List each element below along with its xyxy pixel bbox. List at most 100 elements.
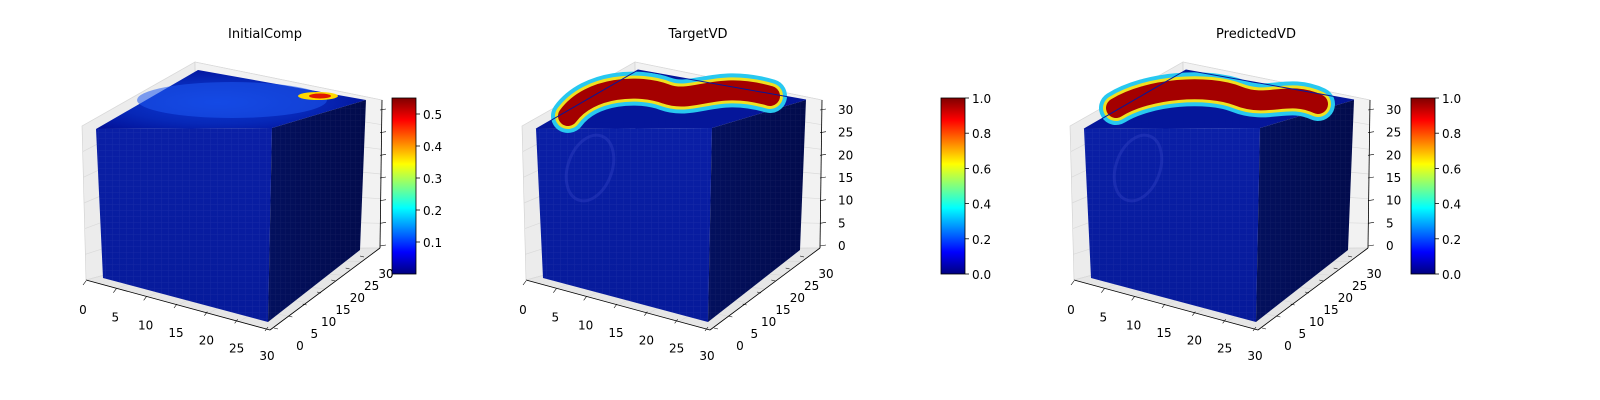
cube-side-grid bbox=[708, 100, 806, 322]
x-tick-label: 20 bbox=[1187, 334, 1202, 348]
y-tick-mark bbox=[1347, 255, 1353, 258]
z-tick-mark bbox=[1367, 131, 1375, 133]
ghost-structure bbox=[1112, 133, 1164, 203]
y-tick-label: 0 bbox=[1284, 339, 1292, 353]
cube-edge bbox=[1083, 69, 1355, 130]
x-tick-label: 5 bbox=[552, 311, 560, 325]
y-tick-label: 20 bbox=[790, 291, 805, 305]
x-axis-line bbox=[85, 279, 271, 331]
colorbar-tick-label: 1.0 bbox=[972, 92, 991, 106]
z-tick-mark bbox=[1367, 176, 1375, 179]
y-tick-label: 30 bbox=[1366, 267, 1381, 281]
band-red bbox=[558, 78, 780, 126]
x-tick-mark bbox=[644, 311, 648, 316]
y-tick-label: 15 bbox=[335, 303, 350, 317]
y-axis-line bbox=[269, 247, 381, 331]
y-tick-mark bbox=[288, 315, 293, 318]
colorbar-tick-label: 0.6 bbox=[1442, 162, 1461, 176]
x-tick-mark bbox=[1161, 303, 1166, 309]
colorbar: 0.1 0.2 0.3 0.4 0.5 bbox=[391, 97, 442, 275]
z-tick-mark bbox=[819, 176, 827, 179]
y-tick-label: 20 bbox=[1338, 291, 1353, 305]
y-tick-label: 15 bbox=[775, 303, 790, 317]
y-tick-label: 0 bbox=[296, 339, 304, 353]
y-tick-label: 30 bbox=[818, 267, 833, 281]
y-tick-label: 10 bbox=[761, 315, 776, 329]
x-tick-label: 15 bbox=[1156, 326, 1171, 340]
z-tick-mark bbox=[1367, 244, 1375, 247]
top-blue-glow bbox=[137, 82, 327, 118]
z-tick-label: 25 bbox=[838, 126, 853, 140]
y-tick-label: 30 bbox=[378, 267, 393, 281]
voxel-cube bbox=[1083, 69, 1355, 322]
panel-title: InitialComp bbox=[228, 27, 302, 42]
z-tick-mark bbox=[819, 199, 827, 201]
gridline bbox=[194, 61, 383, 101]
x-tick-label: 30 bbox=[699, 349, 714, 363]
z-tick-label: 15 bbox=[838, 171, 853, 185]
x-tick-label: 30 bbox=[259, 349, 274, 363]
x-tick-mark bbox=[1252, 326, 1257, 332]
x-tick-label: 0 bbox=[79, 303, 87, 317]
x-tick-label: 0 bbox=[519, 303, 527, 317]
x-tick-label: 10 bbox=[138, 318, 153, 332]
z-tick-label: 20 bbox=[838, 148, 853, 162]
y-tick-mark bbox=[1290, 303, 1295, 306]
cube-front-grid bbox=[536, 128, 712, 322]
colorbar: 0.0 0.2 0.4 0.6 0.8 1.0 bbox=[1410, 92, 1461, 282]
y-tick-mark bbox=[756, 291, 762, 294]
y-tick-label: 10 bbox=[321, 315, 336, 329]
y-tick-mark bbox=[728, 315, 733, 318]
z-tick-label: 25 bbox=[1386, 126, 1401, 140]
x-tick-mark bbox=[522, 280, 527, 286]
z-tick-mark bbox=[379, 154, 387, 156]
panel-initialcomp: InitialComp0510152025300510152025300.10.… bbox=[79, 27, 442, 363]
z-tick-mark bbox=[1367, 154, 1375, 156]
colorbar-tick-label: 1.0 bbox=[1442, 92, 1461, 106]
y-tick-label: 5 bbox=[751, 327, 759, 341]
y-tick-mark bbox=[302, 303, 307, 306]
x-tick-label: 20 bbox=[199, 334, 214, 348]
z-tick-mark bbox=[819, 108, 827, 111]
z-tick-mark bbox=[819, 131, 827, 133]
x-tick-mark bbox=[613, 303, 618, 309]
y-axis-line bbox=[1257, 247, 1369, 331]
panel-predictedvd: PredictedVD05101520253005101520253005101… bbox=[1067, 27, 1461, 363]
x-tick-mark bbox=[553, 288, 557, 293]
y-tick-label: 5 bbox=[1299, 327, 1307, 341]
x-tick-label: 10 bbox=[578, 318, 593, 332]
z-tick-label: 0 bbox=[1386, 239, 1394, 253]
colorbar-tick-label: 0.4 bbox=[423, 140, 442, 154]
colorbar: 0.0 0.2 0.4 0.6 0.8 1.0 bbox=[940, 92, 991, 282]
x-tick-label: 5 bbox=[1100, 311, 1108, 325]
y-tick-mark bbox=[1304, 291, 1310, 294]
x-tick-mark bbox=[82, 280, 87, 286]
z-tick-label: 30 bbox=[838, 103, 853, 117]
colorbar-tick-label: 0.8 bbox=[1442, 127, 1461, 141]
x-tick-mark bbox=[113, 288, 117, 293]
ghost-structure bbox=[564, 133, 616, 203]
y-tick-label: 25 bbox=[1352, 279, 1367, 293]
y-tick-mark bbox=[1261, 327, 1267, 330]
colorbar-tick-label: 0.0 bbox=[972, 268, 991, 282]
z-tick-mark bbox=[379, 108, 387, 111]
z-tick-mark bbox=[1367, 222, 1375, 224]
y-axis-line bbox=[709, 247, 821, 331]
band-red bbox=[1106, 79, 1328, 118]
x-tick-label: 5 bbox=[112, 311, 120, 325]
z-tick-mark bbox=[819, 222, 827, 224]
colorbar-tick-label: 0.2 bbox=[972, 233, 991, 247]
x-tick-label: 25 bbox=[229, 341, 244, 355]
colorbar-gradient bbox=[1410, 97, 1436, 275]
x-axis-line bbox=[1073, 279, 1259, 331]
hotspot-red bbox=[309, 93, 331, 99]
y-tick-mark bbox=[742, 303, 747, 306]
voxel-cube bbox=[535, 69, 807, 322]
y-tick-label: 20 bbox=[350, 291, 365, 305]
x-tick-mark bbox=[1101, 288, 1105, 293]
z-tick-label: 5 bbox=[838, 216, 846, 230]
z-tick-mark bbox=[379, 199, 387, 201]
cube-front-grid bbox=[96, 128, 272, 322]
